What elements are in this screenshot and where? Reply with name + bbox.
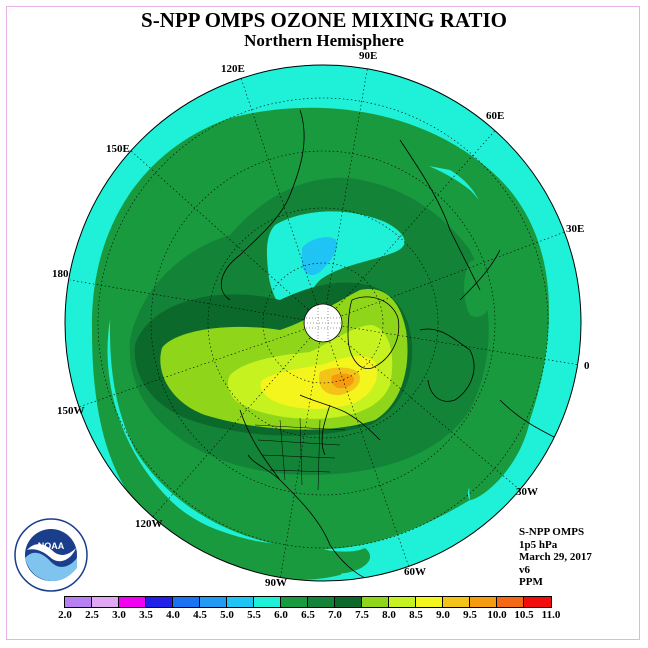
coastline-asia — [220, 109, 481, 301]
colorbar-tick-label: 10.5 — [514, 609, 534, 621]
contour-5.0 — [302, 237, 337, 276]
info-pressure: 1p5 hPa — [519, 538, 558, 551]
colorbar-tick-label: 10.0 — [487, 609, 507, 621]
coastline-greenland — [347, 296, 400, 369]
colorbar-swatch — [308, 597, 335, 607]
coastline-europe — [419, 249, 501, 402]
colorbar-tick-label: 9.0 — [436, 609, 450, 621]
logo-text: NOAA — [38, 541, 65, 551]
colorbar-swatch — [416, 597, 443, 607]
colorbar-swatch — [173, 597, 200, 607]
info-version: v6 — [519, 563, 530, 576]
lon-label-60w: 60W — [404, 566, 426, 578]
colorbar-swatch — [254, 597, 281, 607]
colorbar-tick-label: 6.5 — [301, 609, 315, 621]
lon-label-150w: 150W — [57, 405, 85, 417]
lon-label-90e: 90E — [359, 50, 378, 62]
colorbar-tick-label: 7.0 — [328, 609, 342, 621]
colorbar-tick-label: 8.0 — [382, 609, 396, 621]
colorbar-swatch — [119, 597, 146, 607]
contour-9.5 — [331, 373, 355, 389]
lon-label-30w: 30W — [516, 486, 538, 498]
info-date: March 29, 2017 — [519, 551, 592, 563]
colorbar-swatch — [146, 597, 173, 607]
colorbar-tick-label: 6.0 — [274, 609, 288, 621]
map-title: S-NPP OMPS OZONE MIXING RATIO — [141, 8, 507, 32]
colorbar-swatch — [200, 597, 227, 607]
colorbar-swatch — [524, 597, 551, 607]
colorbar-swatch — [362, 597, 389, 607]
colorbar-swatch — [227, 597, 254, 607]
colorbar-tick-label: 5.5 — [247, 609, 261, 621]
map-boundary — [64, 64, 582, 582]
lon-label-150e: 150E — [106, 143, 130, 155]
info-units: PPM — [519, 576, 543, 588]
colorbar — [64, 596, 552, 608]
lon-label-0: 0 — [584, 360, 590, 372]
map-subtitle: Northern Hemisphere — [244, 31, 404, 50]
colorbar-tick-label: 7.5 — [355, 609, 369, 621]
info-instrument: S-NPP OMPS — [519, 526, 585, 538]
lon-label-120e: 120E — [221, 63, 245, 75]
info-block: S-NPP OMPS 1p5 hPa March 29, 2017 v6 PPM — [519, 526, 592, 589]
graticule — [69, 65, 581, 581]
colorbar-swatch — [92, 597, 119, 607]
colorbar-tick-label: 2.0 — [58, 609, 72, 621]
noaa-logo: NOAA — [14, 518, 88, 592]
lon-label-60e: 60E — [486, 110, 505, 122]
lon-label-180: 180 — [52, 268, 69, 280]
colorbar-tick-label: 3.5 — [139, 609, 153, 621]
colorbar-tick-label: 4.0 — [166, 609, 180, 621]
colorbar-tick-label: 9.5 — [463, 609, 477, 621]
colorbar-swatch — [443, 597, 470, 607]
contour-6.0-tail — [160, 500, 371, 575]
colorbar-tick-label: 8.5 — [409, 609, 423, 621]
coastline-north-america — [239, 394, 381, 581]
colorbar-tick-label: 4.5 — [193, 609, 207, 621]
lon-label-120w: 120W — [135, 518, 163, 530]
colorbar-swatch — [281, 597, 308, 607]
colorbar-swatch — [65, 597, 92, 607]
colorbar-swatch — [389, 597, 416, 607]
colorbar-tick-label: 3.0 — [112, 609, 126, 621]
lon-label-30e: 30E — [566, 223, 585, 235]
colorbar-swatch — [497, 597, 524, 607]
colorbar-tick-label: 2.5 — [85, 609, 99, 621]
contour-6.0-lobe — [464, 260, 492, 318]
colorbar-swatch — [470, 597, 497, 607]
coastline-us-states — [254, 417, 346, 491]
pole-mask — [303, 303, 343, 343]
coastlines — [220, 109, 561, 581]
lon-label-90w: 90W — [265, 577, 287, 589]
colorbar-swatch — [335, 597, 362, 607]
colorbar-tick-label: 5.0 — [220, 609, 234, 621]
page-frame — [6, 6, 640, 640]
colorbar-tick-label: 11.0 — [541, 609, 561, 621]
